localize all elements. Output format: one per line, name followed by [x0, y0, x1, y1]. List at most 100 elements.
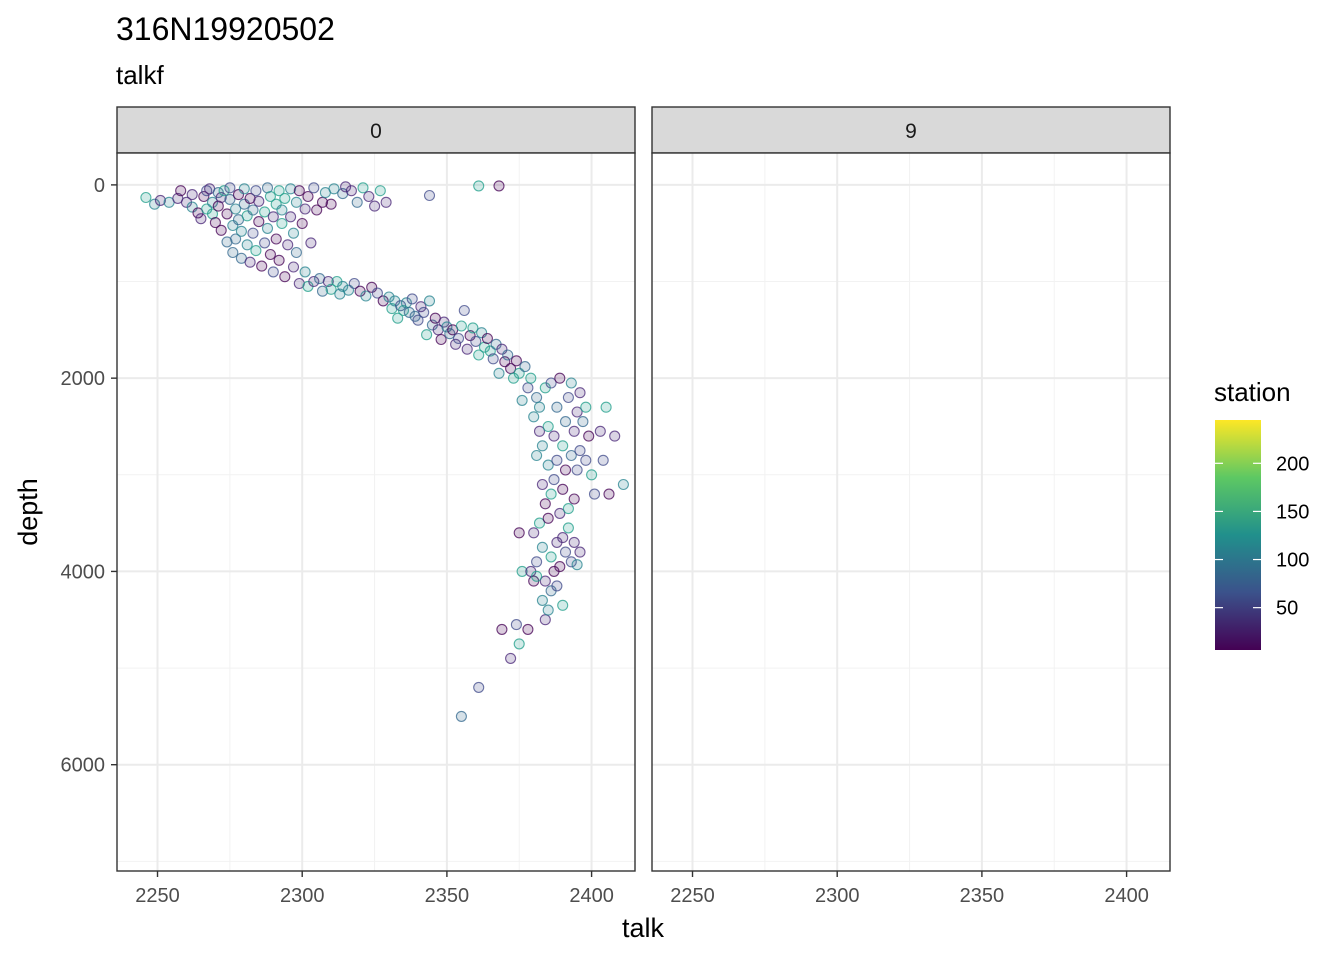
- data-point: [551, 454, 563, 466]
- data-point: [452, 332, 465, 345]
- legend-tick-label: 50: [1276, 598, 1298, 620]
- data-point: [531, 556, 543, 568]
- data-point: [325, 283, 337, 295]
- data-point: [360, 290, 372, 302]
- data-point: [241, 239, 253, 251]
- data-point: [383, 291, 395, 303]
- data-point: [290, 246, 302, 259]
- data-point: [421, 329, 433, 341]
- chart-title: 316N19920502: [116, 11, 335, 47]
- data-point: [568, 536, 580, 548]
- data-point: [285, 183, 297, 195]
- data-point: [299, 203, 311, 215]
- data-point: [542, 512, 554, 524]
- legend-tick-label: 100: [1276, 550, 1309, 572]
- data-point: [250, 185, 262, 197]
- data-point: [227, 246, 239, 259]
- data-point: [230, 233, 242, 245]
- data-point: [377, 295, 389, 307]
- y-tick-label: 0: [94, 175, 105, 197]
- data-point: [418, 306, 430, 318]
- data-point: [510, 619, 522, 631]
- data-point: [536, 478, 548, 491]
- data-point: [238, 183, 250, 195]
- data-point: [551, 580, 563, 592]
- plot-panel-border-9: [651, 152, 1171, 872]
- data-point: [253, 195, 265, 207]
- data-point: [351, 196, 363, 208]
- x-tick-label: 2350: [425, 885, 470, 907]
- data-point: [493, 180, 505, 192]
- data-point: [542, 459, 554, 471]
- data-point: [206, 196, 219, 208]
- data-point: [571, 559, 583, 571]
- data-point: [392, 312, 404, 324]
- data-point: [224, 193, 236, 205]
- data-point: [276, 217, 288, 230]
- plot-panel-9: [652, 153, 1170, 871]
- data-point: [290, 196, 302, 208]
- y-tick-label: 6000: [61, 755, 106, 777]
- data-point: [316, 285, 329, 297]
- data-point: [299, 266, 311, 278]
- data-point: [594, 425, 606, 437]
- data-point: [554, 561, 566, 573]
- data-point: [296, 217, 308, 230]
- data-point: [230, 203, 242, 215]
- data-point: [557, 599, 569, 611]
- data-point: [264, 190, 276, 203]
- data-point: [531, 570, 543, 582]
- data-point: [302, 190, 314, 203]
- data-point: [279, 271, 291, 283]
- data-point: [588, 488, 601, 500]
- data-point: [562, 522, 574, 534]
- data-point: [554, 507, 566, 519]
- data-point: [571, 406, 583, 418]
- data-point: [337, 280, 349, 292]
- data-point: [371, 287, 383, 299]
- data-point: [287, 261, 300, 273]
- data-point: [308, 182, 320, 194]
- data-point: [545, 377, 557, 389]
- x-tick-label: 2250: [670, 885, 715, 907]
- y-ticks: 0 2000 4000 6000: [61, 175, 117, 777]
- data-point: [154, 194, 166, 206]
- data-point: [481, 332, 493, 345]
- data-point: [423, 295, 436, 307]
- data-point: [328, 183, 340, 195]
- data-point: [574, 445, 586, 457]
- data-point: [209, 217, 221, 229]
- data-point: [195, 213, 207, 225]
- data-point: [539, 498, 551, 510]
- data-point: [586, 469, 598, 481]
- facet-strip-label-9: 9: [905, 120, 917, 143]
- data-point: [259, 237, 271, 249]
- x-tick-label: 2300: [280, 885, 325, 907]
- data-point: [502, 349, 514, 361]
- data-point: [562, 503, 574, 515]
- data-point: [345, 185, 357, 197]
- data-point: [617, 478, 629, 491]
- x-tick-label: 2400: [1104, 885, 1149, 907]
- data-point: [308, 275, 320, 288]
- data-point: [574, 546, 586, 558]
- y-tick-label: 2000: [61, 368, 106, 390]
- plot-panel-0: [117, 153, 635, 871]
- data-point: [565, 449, 577, 462]
- data-point: [261, 222, 274, 234]
- data-point: [559, 464, 572, 476]
- data-point: [545, 551, 557, 563]
- legend-tick-label: 150: [1276, 501, 1309, 523]
- data-point: [140, 191, 152, 204]
- data-point: [374, 185, 386, 197]
- data-point: [256, 260, 268, 272]
- data-point: [536, 594, 548, 606]
- data-point: [380, 196, 392, 208]
- data-point: [536, 541, 548, 553]
- data-point: [571, 464, 583, 476]
- data-point: [473, 180, 485, 192]
- data-point: [539, 575, 551, 587]
- data-point: [533, 517, 546, 529]
- data-point: [510, 355, 522, 367]
